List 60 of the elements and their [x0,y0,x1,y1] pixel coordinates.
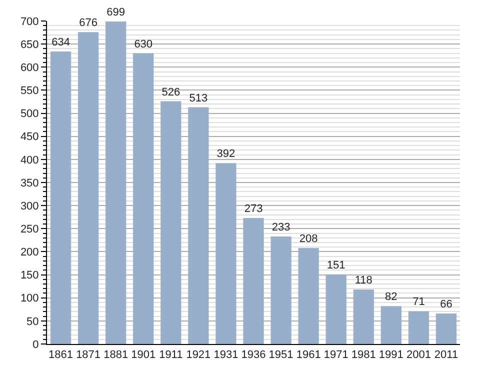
x-tick-label: 1991 [378,349,404,362]
data-label: 151 [326,259,346,272]
data-label: 513 [189,92,208,104]
bar [160,101,182,344]
bar [216,163,236,344]
data-label: 676 [79,17,98,30]
x-tick-label: 1901 [131,349,156,362]
x-tick-label: 1961 [296,349,321,362]
y-tick-label: 0 [32,338,39,351]
bar [326,274,346,344]
bar [106,21,126,344]
bar [243,218,264,344]
x-tick-label: 1936 [241,349,266,362]
x-tick-label: 1911 [159,349,183,362]
bar [353,290,374,344]
y-tick-label: 250 [20,223,39,236]
data-label: 526 [162,86,180,98]
y-tick-label: 400 [20,154,39,166]
bar [270,236,292,344]
bar [436,314,457,344]
data-label: 233 [272,221,290,234]
data-label: 699 [106,6,126,18]
y-tick-label: 600 [20,62,39,74]
y-tick-label: 300 [20,200,39,212]
bar [298,248,319,344]
data-label: 630 [134,38,153,50]
data-label: 634 [52,36,70,48]
data-label: 118 [354,274,372,287]
y-tick-label: 350 [20,177,39,190]
y-tick-label: 550 [20,85,39,98]
data-label: 273 [244,203,263,216]
data-label: 82 [385,291,398,304]
bar [78,32,99,344]
x-tick-label: 1971 [324,349,348,362]
data-label: 71 [412,296,425,308]
y-tick-label: 700 [20,16,39,28]
x-tick-label: 1931 [214,349,238,362]
x-tick-label: 1981 [351,349,376,362]
bar [380,306,402,344]
y-tick-label: 50 [26,316,39,328]
bar [408,311,430,344]
x-tick-label: 2011 [434,349,458,362]
y-tick-label: 150 [20,270,39,282]
data-label: 392 [216,148,236,160]
x-tick-label: 1861 [48,349,74,362]
y-tick-label: 450 [20,131,39,144]
x-tick-label: 1871 [76,349,101,362]
x-tick-label: 1881 [104,349,128,362]
bar [188,107,209,344]
y-tick-label: 100 [20,292,39,305]
x-tick-label: 1921 [186,349,211,362]
y-tick-label: 500 [20,108,39,120]
data-label: 208 [299,233,318,246]
x-tick-label: 2001 [406,349,431,362]
y-tick-label: 200 [20,246,39,259]
x-tick-label: 1951 [268,349,294,362]
bar [133,53,154,344]
data-label: 66 [440,298,452,311]
bar [50,51,72,344]
y-tick-label: 650 [20,38,39,51]
